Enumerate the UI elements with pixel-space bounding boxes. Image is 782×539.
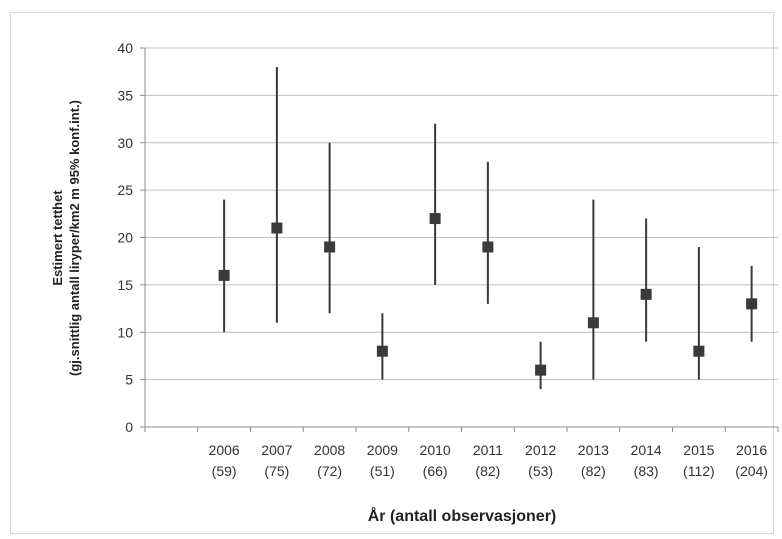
data-point — [324, 241, 336, 253]
x-tick-label-year: 2007 — [261, 442, 292, 458]
y-tick-label: 35 — [117, 87, 133, 103]
y-tick-label: 30 — [117, 135, 133, 151]
data-points — [218, 213, 758, 376]
x-tick-label-count: (83) — [634, 463, 659, 479]
error-bars — [223, 66, 753, 390]
x-axis-label: År (antall observasjoner) — [368, 506, 557, 525]
y-axis-label-line2: (gj.snittlig antall liryper/km2 m 95% ko… — [67, 100, 82, 376]
x-tick-label-count: (59) — [212, 463, 237, 479]
x-tick-label-count: (204) — [735, 463, 768, 479]
x-tick-label-count: (53) — [528, 463, 553, 479]
x-tick-labels: 2006 (59) 2007 (75) 2008 (72) 2009 (51) 2010 (66)… — [209, 442, 768, 479]
data-point — [218, 269, 230, 281]
x-tick-label-year: 2009 — [367, 442, 398, 458]
gridlines — [145, 47, 778, 381]
x-tick-label-count: (75) — [264, 463, 289, 479]
y-tick-label: 5 — [125, 372, 133, 388]
data-point — [693, 345, 705, 357]
x-tick-label-count: (112) — [683, 463, 715, 479]
x-tick-label-count: (82) — [581, 463, 606, 479]
x-tick-label-count: (82) — [475, 463, 500, 479]
x-tick-label-year: 2012 — [525, 442, 556, 458]
x-tick-label-year: 2015 — [683, 442, 714, 458]
x-tick-label-count: (66) — [423, 463, 448, 479]
x-tick-label-year: 2006 — [209, 442, 240, 458]
x-tick-label-count: (51) — [370, 463, 395, 479]
y-tick-label: 15 — [117, 277, 133, 293]
data-point — [587, 317, 599, 329]
y-axis-label-line1: Estimert tetthet — [50, 190, 65, 286]
x-tick-label-year: 2010 — [420, 442, 451, 458]
y-tick-label: 25 — [117, 182, 133, 198]
x-tick-label-year: 2011 — [473, 442, 503, 458]
x-tick-label-count: (72) — [317, 463, 342, 479]
data-point — [640, 288, 652, 300]
y-tick-label: 20 — [117, 230, 133, 246]
y-tick-label: 0 — [125, 419, 133, 435]
axes — [140, 47, 779, 432]
data-point — [482, 241, 494, 253]
y-tick-labels: 0 5 10 15 20 25 30 35 40 — [117, 40, 133, 435]
data-point — [746, 298, 758, 310]
y-tick-label: 10 — [117, 324, 133, 340]
x-tick-label-year: 2016 — [736, 442, 767, 458]
x-tick-label-year: 2014 — [631, 442, 662, 458]
data-point — [535, 364, 547, 376]
y-tick-label: 40 — [117, 40, 133, 56]
data-point — [271, 222, 283, 234]
data-point — [429, 213, 441, 225]
x-tick-label-year: 2013 — [578, 442, 609, 458]
x-tick-label-year: 2008 — [314, 442, 345, 458]
data-point — [376, 345, 388, 357]
